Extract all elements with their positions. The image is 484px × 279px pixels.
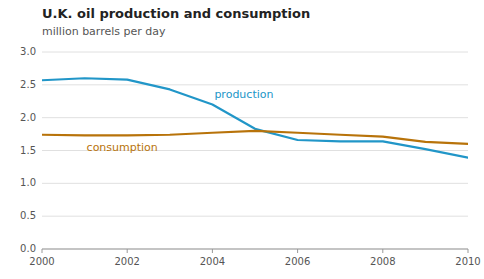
x-tick-label: 2010 [455, 256, 480, 267]
x-tick-label: 2008 [370, 256, 395, 267]
grid-line [42, 117, 468, 118]
title: U.K. oil production and consumption [42, 6, 310, 21]
y-tick-label: 1.0 [20, 177, 36, 188]
y-tick-label: 0.5 [20, 210, 36, 221]
x-tick-label: 2006 [285, 256, 310, 267]
series-label: production [214, 88, 273, 101]
x-axis-line [42, 249, 468, 250]
x-tick-label: 2002 [114, 256, 139, 267]
x-tick [42, 249, 43, 253]
x-tick [212, 249, 213, 253]
x-tick-label: 2000 [29, 256, 54, 267]
subtitle: million barrels per day [42, 25, 166, 38]
y-tick-label: 1.5 [20, 145, 36, 156]
y-tick-label: 2.5 [20, 79, 36, 90]
line [42, 78, 468, 157]
y-tick-label: 2.0 [20, 112, 36, 123]
x-tick [297, 249, 298, 253]
y-tick-label: 0.0 [20, 243, 36, 254]
x-tick [127, 249, 128, 253]
grid-line [42, 84, 468, 85]
x-tick [468, 249, 469, 253]
series-label: consumption [87, 141, 158, 154]
x-tick-label: 2004 [200, 256, 225, 267]
grid-line [42, 52, 468, 53]
grid-line [42, 249, 468, 250]
grid-line [42, 183, 468, 184]
x-tick [382, 249, 383, 253]
grid-line [42, 216, 468, 217]
y-tick-label: 3.0 [20, 46, 36, 57]
plot-area [42, 78, 468, 157]
